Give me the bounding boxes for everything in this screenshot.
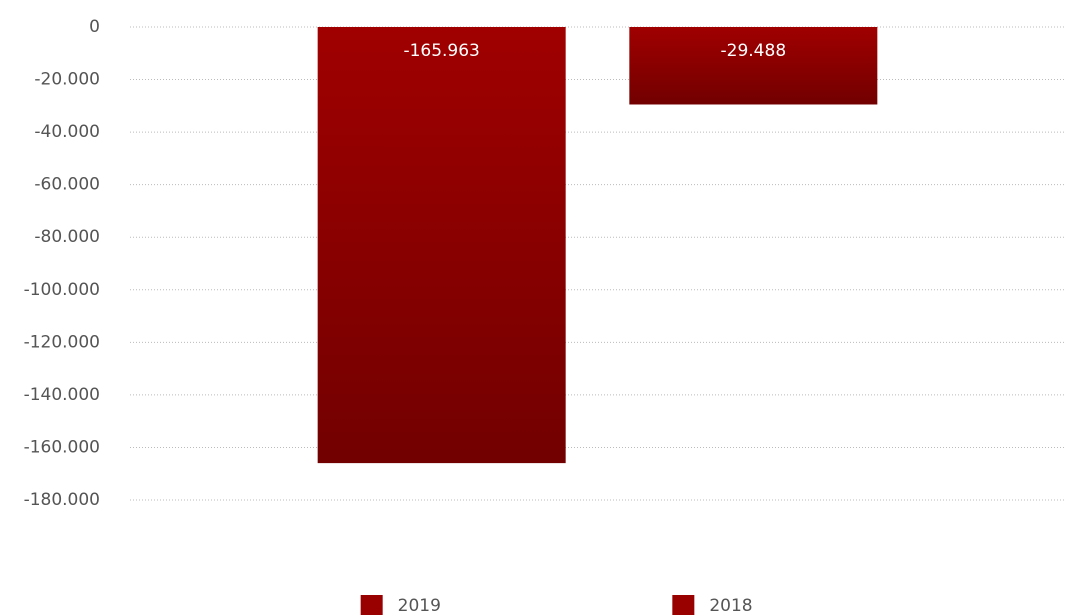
bar (629, 27, 878, 105)
legend-label: 2019 (398, 596, 441, 615)
y-tick-label: -60.000 (34, 175, 100, 195)
data-label: -29.488 (721, 41, 787, 61)
y-tick-label: -100.000 (24, 280, 100, 300)
y-tick-label: 0 (89, 17, 100, 37)
y-tick-label: -80.000 (34, 227, 100, 247)
legend-label: 2018 (709, 596, 752, 615)
y-tick-label: -120.000 (24, 332, 100, 352)
y-tick-label: -160.000 (24, 437, 100, 457)
bar (317, 27, 566, 464)
data-label: -165.963 (403, 41, 479, 61)
legend-swatch (672, 595, 695, 615)
y-tick-label: -180.000 (24, 490, 100, 510)
y-tick-label: -40.000 (34, 122, 100, 142)
legend-swatch (360, 595, 383, 615)
y-tick-label: -140.000 (24, 385, 100, 405)
y-tick-label: -20.000 (34, 70, 100, 90)
